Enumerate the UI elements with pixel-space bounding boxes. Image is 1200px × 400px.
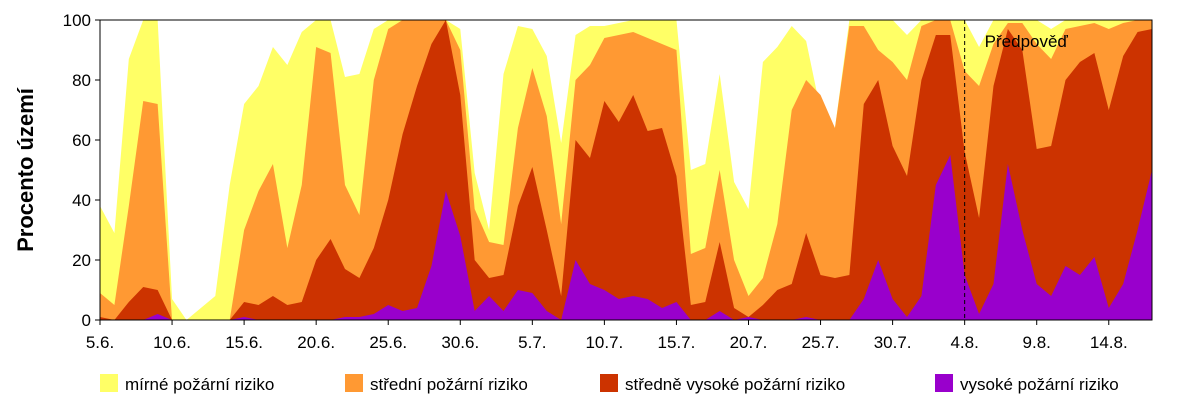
x-tick-label: 20.6.: [297, 333, 335, 352]
x-tick-label: 20.7.: [730, 333, 768, 352]
plot-area-border: [99, 19, 1153, 321]
x-tick-label: 30.7.: [874, 333, 912, 352]
x-tick-label: 5.7.: [518, 333, 546, 352]
legend-swatch: [100, 374, 118, 392]
legend-label: středně vysoké požární riziko: [625, 375, 845, 394]
y-tick-label: 60: [72, 131, 91, 150]
x-tick-label: 30.6.: [441, 333, 479, 352]
y-axis-title: Procento území: [13, 87, 38, 252]
x-tick-label: 25.7.: [802, 333, 840, 352]
legend-swatch: [345, 374, 363, 392]
x-axis: 5.6. 10.6. 15.6. 20.6. 25.6. 30.6. 5.7. 10.7. 15…: [86, 320, 1128, 352]
legend-label: střední požární riziko: [370, 375, 528, 394]
area-series-group: [100, 20, 1152, 320]
forecast-annotation: Předpověď: [985, 32, 1069, 51]
y-tick-label: 100: [63, 11, 91, 30]
legend-swatch: [935, 374, 953, 392]
x-tick-label: 4.8.: [950, 333, 978, 352]
x-tick-label: 14.8.: [1090, 333, 1128, 352]
x-tick-label: 15.6.: [225, 333, 263, 352]
x-tick-label: 15.7.: [658, 333, 696, 352]
legend: mírné požární riziko střední požární rizi…: [100, 374, 1119, 394]
legend-swatch: [600, 374, 618, 392]
y-tick-label: 0: [82, 311, 91, 330]
y-tick-label: 80: [72, 71, 91, 90]
y-tick-label: 20: [72, 251, 91, 270]
area-0: [100, 155, 1152, 320]
x-tick-label: 10.7.: [585, 333, 623, 352]
y-tick-label: 40: [72, 191, 91, 210]
legend-label: mírné požární riziko: [125, 375, 274, 394]
x-tick-label: 25.6.: [369, 333, 407, 352]
area-1: [100, 20, 1152, 320]
y-axis: 0 20 40 60 80 100: [63, 11, 100, 330]
legend-label: vysoké požární riziko: [960, 375, 1119, 394]
x-tick-label: 10.6.: [153, 333, 191, 352]
x-tick-label: 9.8.: [1023, 333, 1051, 352]
x-tick-label: 5.6.: [86, 333, 114, 352]
